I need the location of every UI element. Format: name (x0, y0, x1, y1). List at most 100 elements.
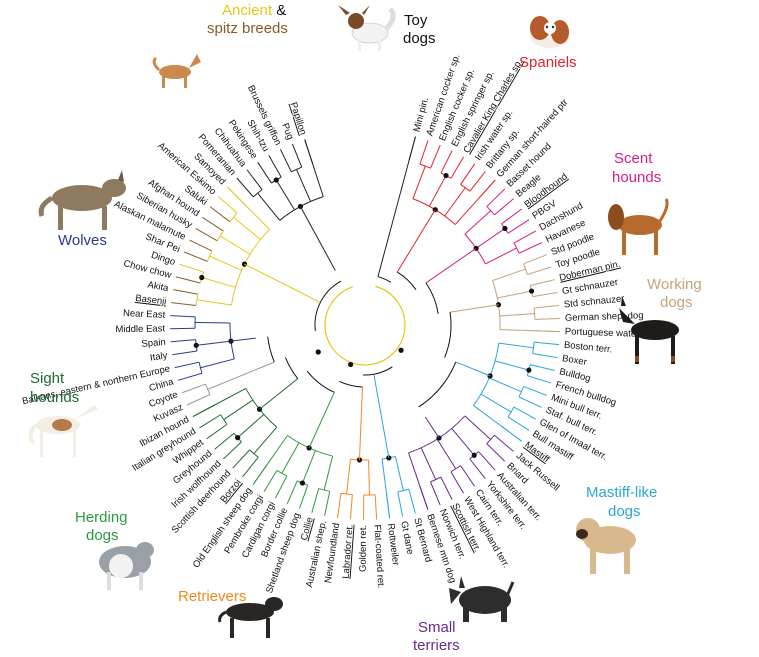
leaf-branch (478, 451, 496, 471)
leaf-branch (507, 219, 530, 234)
backbone-arc (425, 282, 439, 314)
pair-arc (523, 263, 528, 275)
subclade-branch (485, 247, 517, 265)
subclade-branch (428, 175, 447, 207)
cavalier-illustration (530, 16, 570, 48)
clade-stem (239, 361, 275, 377)
bootstrap-node-dot (487, 373, 493, 379)
pair-arc (206, 250, 213, 262)
group-label-herding: Herding (75, 509, 128, 526)
basenji-illustration (152, 54, 201, 94)
leaf-label: Near East (123, 308, 166, 321)
subclade-branch (296, 169, 312, 202)
subclade-branch (368, 459, 370, 495)
pair-arc (460, 184, 471, 192)
subclade-branch (381, 458, 388, 494)
bootstrap-node-dot (193, 342, 199, 348)
group-labels: Ancient & spitz breeds Toy dogs Spaniels… (30, 2, 702, 654)
leaf-branch (486, 188, 506, 207)
leaf-branch (386, 493, 391, 519)
group-label-terriers: Small (418, 619, 456, 636)
leaf-branch (170, 339, 196, 343)
dog-illustrations (28, 5, 679, 638)
leaf-label: Rottweiler (385, 523, 401, 566)
leaf-label: Gt dane (398, 520, 415, 555)
group-label-mastiff: Mastiff-like (586, 484, 657, 501)
leaf-branch (242, 456, 259, 478)
leaf-branch (527, 266, 552, 275)
group-label-sight-line2: hounds (30, 389, 79, 406)
subclade-branch (497, 290, 532, 299)
subclade-branch (495, 360, 530, 371)
group-label-herding-line2: dogs (86, 527, 119, 544)
leaf-label: Std schnauzer (563, 293, 625, 310)
bootstrap-node-dot (348, 361, 354, 368)
clade-stem (230, 337, 256, 342)
leaf-branch (218, 196, 238, 214)
leaf-branch (460, 465, 476, 487)
subclade-branch (196, 299, 232, 306)
leaf-branch (268, 155, 282, 178)
subclade-branch (473, 405, 502, 427)
subclade-branch (444, 187, 466, 217)
clade-stem (308, 392, 335, 449)
leaf-branch (175, 276, 201, 284)
leaf-branch (311, 488, 320, 513)
leaf-branch (226, 186, 246, 205)
clade-stem (424, 416, 440, 439)
pair-arc (318, 488, 330, 492)
backbone-arc (306, 370, 335, 393)
labrador-illustration (218, 597, 283, 638)
leaf-branch (430, 481, 441, 506)
leaf-branch (336, 493, 342, 519)
pair-arc (507, 406, 515, 418)
subclade-branch (464, 415, 492, 440)
clade-stem (373, 374, 390, 458)
bootstrap-node-dot (199, 274, 205, 281)
leaf-branch (532, 291, 558, 298)
leaf-branch (532, 352, 558, 359)
leaf-branch (494, 434, 514, 452)
leaf-branch (199, 414, 221, 429)
leaf-branch (171, 302, 197, 306)
leaf-branch (469, 171, 486, 192)
leaf-branch (172, 350, 198, 356)
group-label-scent-line2: hounds (612, 169, 661, 186)
leaf-branch (408, 489, 416, 514)
pair-arc (291, 166, 302, 173)
leaf-branch (324, 491, 331, 516)
clade-stem (299, 206, 336, 271)
backbone-arc (319, 280, 342, 303)
group-label-spaniels: Spaniels (519, 54, 577, 71)
leaf-branch (523, 254, 548, 265)
bootstrap-node-dot (386, 455, 392, 461)
leaf-branch (501, 208, 522, 225)
group-label-ancient: Ancient & (222, 2, 286, 19)
bootstrap-node-dot (398, 347, 404, 353)
subclade-branch (223, 399, 254, 420)
bootstrap-node-dot (273, 177, 279, 183)
leaf-label: Labrador ret. (341, 524, 356, 579)
subclade-branch (436, 438, 457, 469)
subclade-branch (244, 204, 271, 230)
clade-stem (425, 247, 477, 284)
backbone-arc (284, 357, 299, 379)
subclade-branch (420, 447, 437, 480)
bootstrap-node-dot (228, 338, 234, 344)
clade-stem (377, 194, 401, 277)
scottish-terrier-illustration (449, 576, 515, 622)
backbone-arc (418, 361, 457, 408)
clade-stem (449, 304, 499, 313)
bootstrap-node-dot (526, 367, 532, 373)
group-label-ancient-line2: spitz breeds (207, 20, 288, 37)
clade-stem (244, 263, 321, 303)
leaf-branch (534, 330, 560, 333)
leaf-branch (494, 198, 514, 216)
subclade-branch (257, 192, 281, 221)
clade-stem (455, 361, 491, 377)
backbone-arc (373, 366, 393, 375)
tree-branches (170, 136, 560, 520)
bloodhound-illustration (608, 198, 669, 255)
leaf-branch (527, 375, 552, 384)
